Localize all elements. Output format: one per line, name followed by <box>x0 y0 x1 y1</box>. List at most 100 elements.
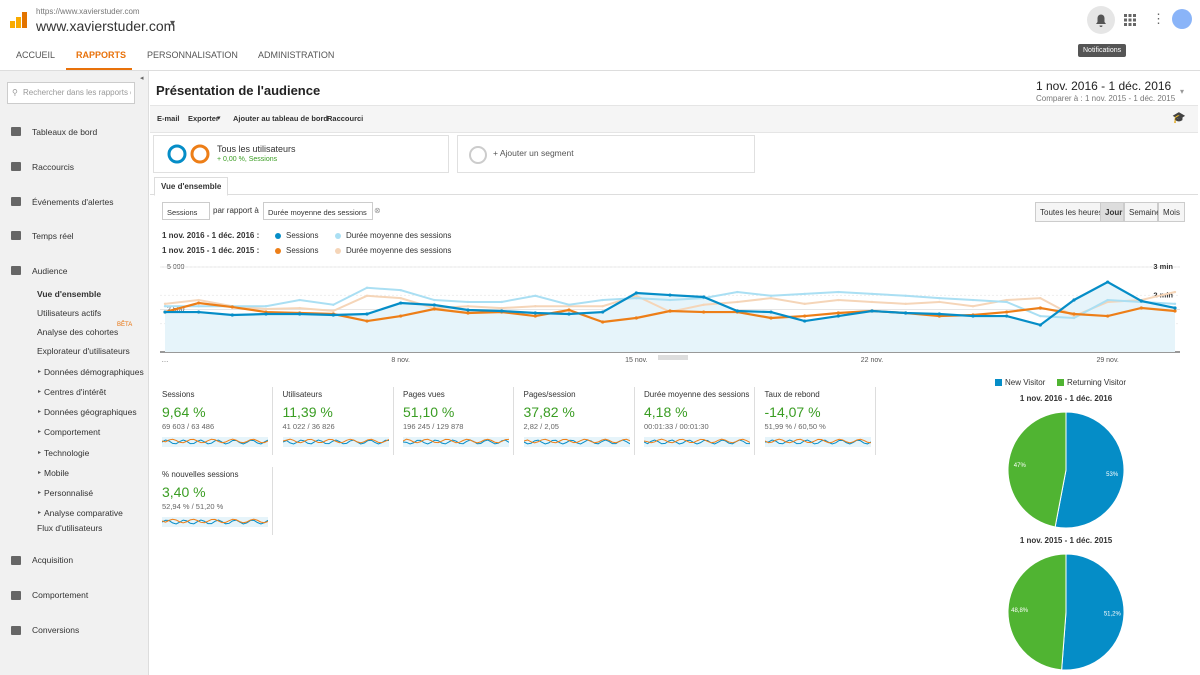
pie-slice <box>1054 411 1125 529</box>
metric-card: Durée moyenne des sessions 4,18 % 00:01:33… <box>642 387 755 455</box>
sparkline-line <box>764 439 871 445</box>
metric-card: Pages/session 37,82 % 2,82 / 2,05 <box>522 387 635 455</box>
sparkline <box>644 437 750 447</box>
metric-value: 51,10 % <box>403 404 455 420</box>
submenu-group[interactable]: Mobile <box>44 468 70 478</box>
search-placeholder: Rechercher dans les rapports et l <box>23 88 131 97</box>
menu-item[interactable]: Événements d'alertes <box>32 197 114 207</box>
submenu-item[interactable]: Flux d'utilisateurs <box>37 523 103 533</box>
metric-name: Durée moyenne des sessions <box>644 390 750 399</box>
data-point <box>432 303 436 307</box>
menu-item[interactable]: Comportement <box>32 590 89 600</box>
cap-icon[interactable]: 🎓 <box>1172 112 1186 124</box>
nav-tab[interactable]: RAPPORTS <box>76 50 127 60</box>
collapse-arrow[interactable]: ◂ <box>140 75 144 82</box>
compare-dropdown[interactable]: Durée moyenne des sessions <box>263 202 373 220</box>
submenu-group[interactable]: Données démographiques <box>44 367 144 377</box>
add-segment[interactable]: + Ajouter un segment <box>457 135 755 173</box>
data-point <box>332 309 335 313</box>
date-picker[interactable]: 1 nov. 2016 - 1 déc. 2016 Comparer à :1 n… <box>1032 77 1190 108</box>
data-point <box>836 314 840 318</box>
sparkline-line <box>644 439 750 445</box>
data-point <box>1038 323 1042 327</box>
slice-label: 48,8% <box>1011 608 1029 614</box>
data-point <box>1005 314 1009 318</box>
avatar[interactable] <box>1172 9 1192 29</box>
granularity-button[interactable]: Jour <box>1100 202 1124 222</box>
submenu-item[interactable]: Analyse des cohortes <box>37 327 119 337</box>
data-point <box>736 290 739 294</box>
menu-item[interactable]: Raccourcis <box>32 162 75 172</box>
sparkline-line <box>523 438 630 444</box>
nav-tab[interactable]: ACCUEIL <box>16 50 56 60</box>
granularity-button[interactable]: Toutes les heures <box>1035 202 1103 222</box>
site-selector[interactable]: www.xavierstuder.com <box>36 18 176 34</box>
submenu-item[interactable]: Explorateur d'utilisateurs <box>37 346 130 356</box>
tab-line <box>150 194 1198 195</box>
toolbar-button[interactable]: Raccourci <box>327 114 364 123</box>
data-point <box>399 301 403 305</box>
submenu-group[interactable]: Technologie <box>44 448 90 458</box>
submenu-group[interactable]: Analyse comparative <box>44 508 123 518</box>
data-point <box>1173 302 1177 306</box>
bell-icon <box>1096 14 1106 27</box>
metric-name: Utilisateurs <box>282 390 323 399</box>
submenu-item[interactable]: Vue d'ensemble <box>37 289 102 299</box>
data-point <box>298 298 301 302</box>
menu-item[interactable]: Tableaux de bord <box>32 127 98 137</box>
toolbar-button[interactable]: Exporter <box>188 114 219 123</box>
data-point <box>399 314 403 318</box>
metric-detail: 51,99 % / 60,50 % <box>764 422 826 431</box>
metric-dropdown[interactable]: Sessions <box>162 202 210 220</box>
menu-item[interactable]: Audience <box>32 266 68 276</box>
data-point <box>1005 310 1009 314</box>
sparkline <box>764 437 871 447</box>
submenu-item[interactable]: Utilisateurs actifs <box>37 308 102 318</box>
granularity-button[interactable]: Mois <box>1158 202 1185 222</box>
sparkline-line <box>282 439 389 445</box>
toolbar-button[interactable]: E-mail <box>157 114 180 123</box>
sparkline-line <box>162 438 268 444</box>
data-point <box>904 311 908 315</box>
menu-item[interactable]: Acquisition <box>32 555 74 565</box>
apps-icon[interactable] <box>1124 14 1136 26</box>
sidebar: ⚲ Rechercher dans les rapports et l ◂ Ta… <box>0 71 149 675</box>
menu-icon <box>11 162 21 171</box>
sparkline-bg <box>764 437 871 447</box>
legend-swatch <box>275 233 281 239</box>
overview-tab[interactable]: Vue d'ensemble <box>154 177 229 196</box>
notifications-button[interactable] <box>1087 6 1115 34</box>
data-point <box>466 308 470 312</box>
x-tick-label: … <box>162 357 169 364</box>
beta-badge: BÊTA <box>117 322 133 328</box>
search-box[interactable]: ⚲ Rechercher dans les rapports et l <box>7 82 135 104</box>
metric-card: Taux de rebond -14,07 % 51,99 % / 60,50 % <box>763 387 876 455</box>
dropdown-arrow[interactable]: ▾ <box>170 18 176 29</box>
segment-ring <box>167 144 187 164</box>
toolbar-button[interactable]: Ajouter au tableau de bord <box>233 114 329 123</box>
metric-card: % nouvelles sessions 3,40 % 52,94 % / 51,2… <box>160 467 273 535</box>
menu-item[interactable]: Conversions <box>32 625 80 635</box>
data-point <box>365 312 369 316</box>
data-point <box>264 307 268 311</box>
sparkline-line <box>403 439 509 445</box>
submenu-group[interactable]: Données géographiques <box>44 407 137 417</box>
clear-button[interactable]: ⊗ <box>374 206 381 215</box>
submenu-group[interactable]: Centres d'intérêt <box>44 387 107 397</box>
nav-tab[interactable]: PERSONNALISATION <box>147 50 238 60</box>
menu-icon[interactable]: ⋮ <box>1152 11 1165 26</box>
nav-tab[interactable]: ADMINISTRATION <box>258 50 335 60</box>
data-point <box>837 290 840 294</box>
data-point <box>803 314 807 318</box>
granularity-button[interactable]: Semaine <box>1124 202 1161 222</box>
metric-card: Sessions 9,64 % 69 603 / 63 486 <box>160 387 273 455</box>
submenu-group[interactable]: Personnalisé <box>44 488 94 498</box>
menu-icon <box>11 127 21 136</box>
data-point <box>533 314 537 318</box>
y-tick-label: 5 000 <box>167 264 185 271</box>
expand-arrow: ▸ <box>38 369 42 375</box>
menu-item[interactable]: Temps réel <box>32 231 74 241</box>
versus-label: par rapport à <box>213 206 259 215</box>
submenu-group[interactable]: Comportement <box>44 427 101 437</box>
dropdown-arrow: ▾ <box>217 115 221 122</box>
